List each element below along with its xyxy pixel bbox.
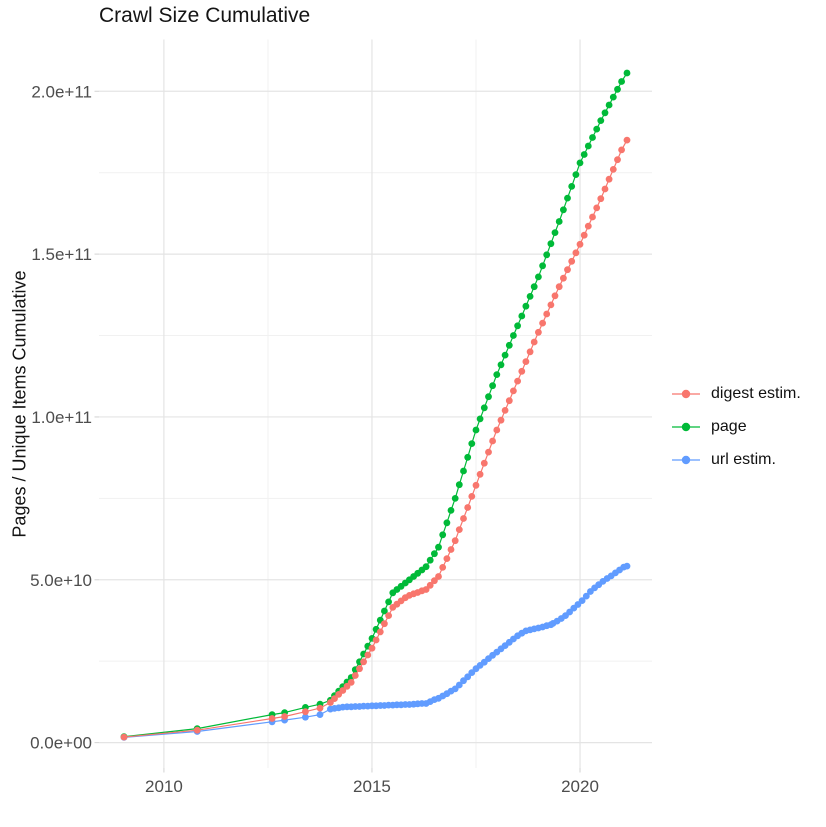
legend-key-digest-icon	[672, 389, 700, 398]
legend-label-digest: digest estim.	[711, 384, 801, 402]
x-tick-label: 2020	[561, 777, 599, 796]
legend-item-url: url estim.	[671, 443, 801, 476]
y-tick-label: 1.0e+11	[31, 408, 92, 427]
legend-label-url: url estim.	[711, 450, 776, 468]
legend-key-page-icon	[672, 422, 700, 431]
legend-item-digest: digest estim.	[671, 377, 801, 410]
y-tick-label: 1.5e+11	[31, 245, 92, 264]
legend-key-url-icon	[672, 455, 700, 464]
y-tick-label: 2.0e+11	[31, 82, 92, 101]
legend-label-page: page	[711, 417, 747, 435]
chart-title: Crawl Size Cumulative	[99, 4, 311, 27]
legend-item-page: page	[671, 410, 801, 443]
y-tick-label: 0.0e+00	[30, 734, 92, 753]
x-tick-label: 2015	[353, 777, 391, 796]
x-tick-label: 2010	[145, 777, 183, 796]
gridlines	[99, 39, 652, 768]
axis-ticks	[94, 90, 581, 773]
series-url-estim	[120, 562, 631, 741]
series-digest-estim	[120, 136, 631, 741]
legend: digest estim. page url estim.	[671, 377, 801, 476]
axis-tick-labels: 0.0e+00 5.0e+10 1.0e+11 1.5e+11 2.0e+11 2010 2…	[30, 82, 599, 796]
y-tick-label: 5.0e+10	[30, 571, 92, 590]
series-page	[120, 69, 631, 741]
